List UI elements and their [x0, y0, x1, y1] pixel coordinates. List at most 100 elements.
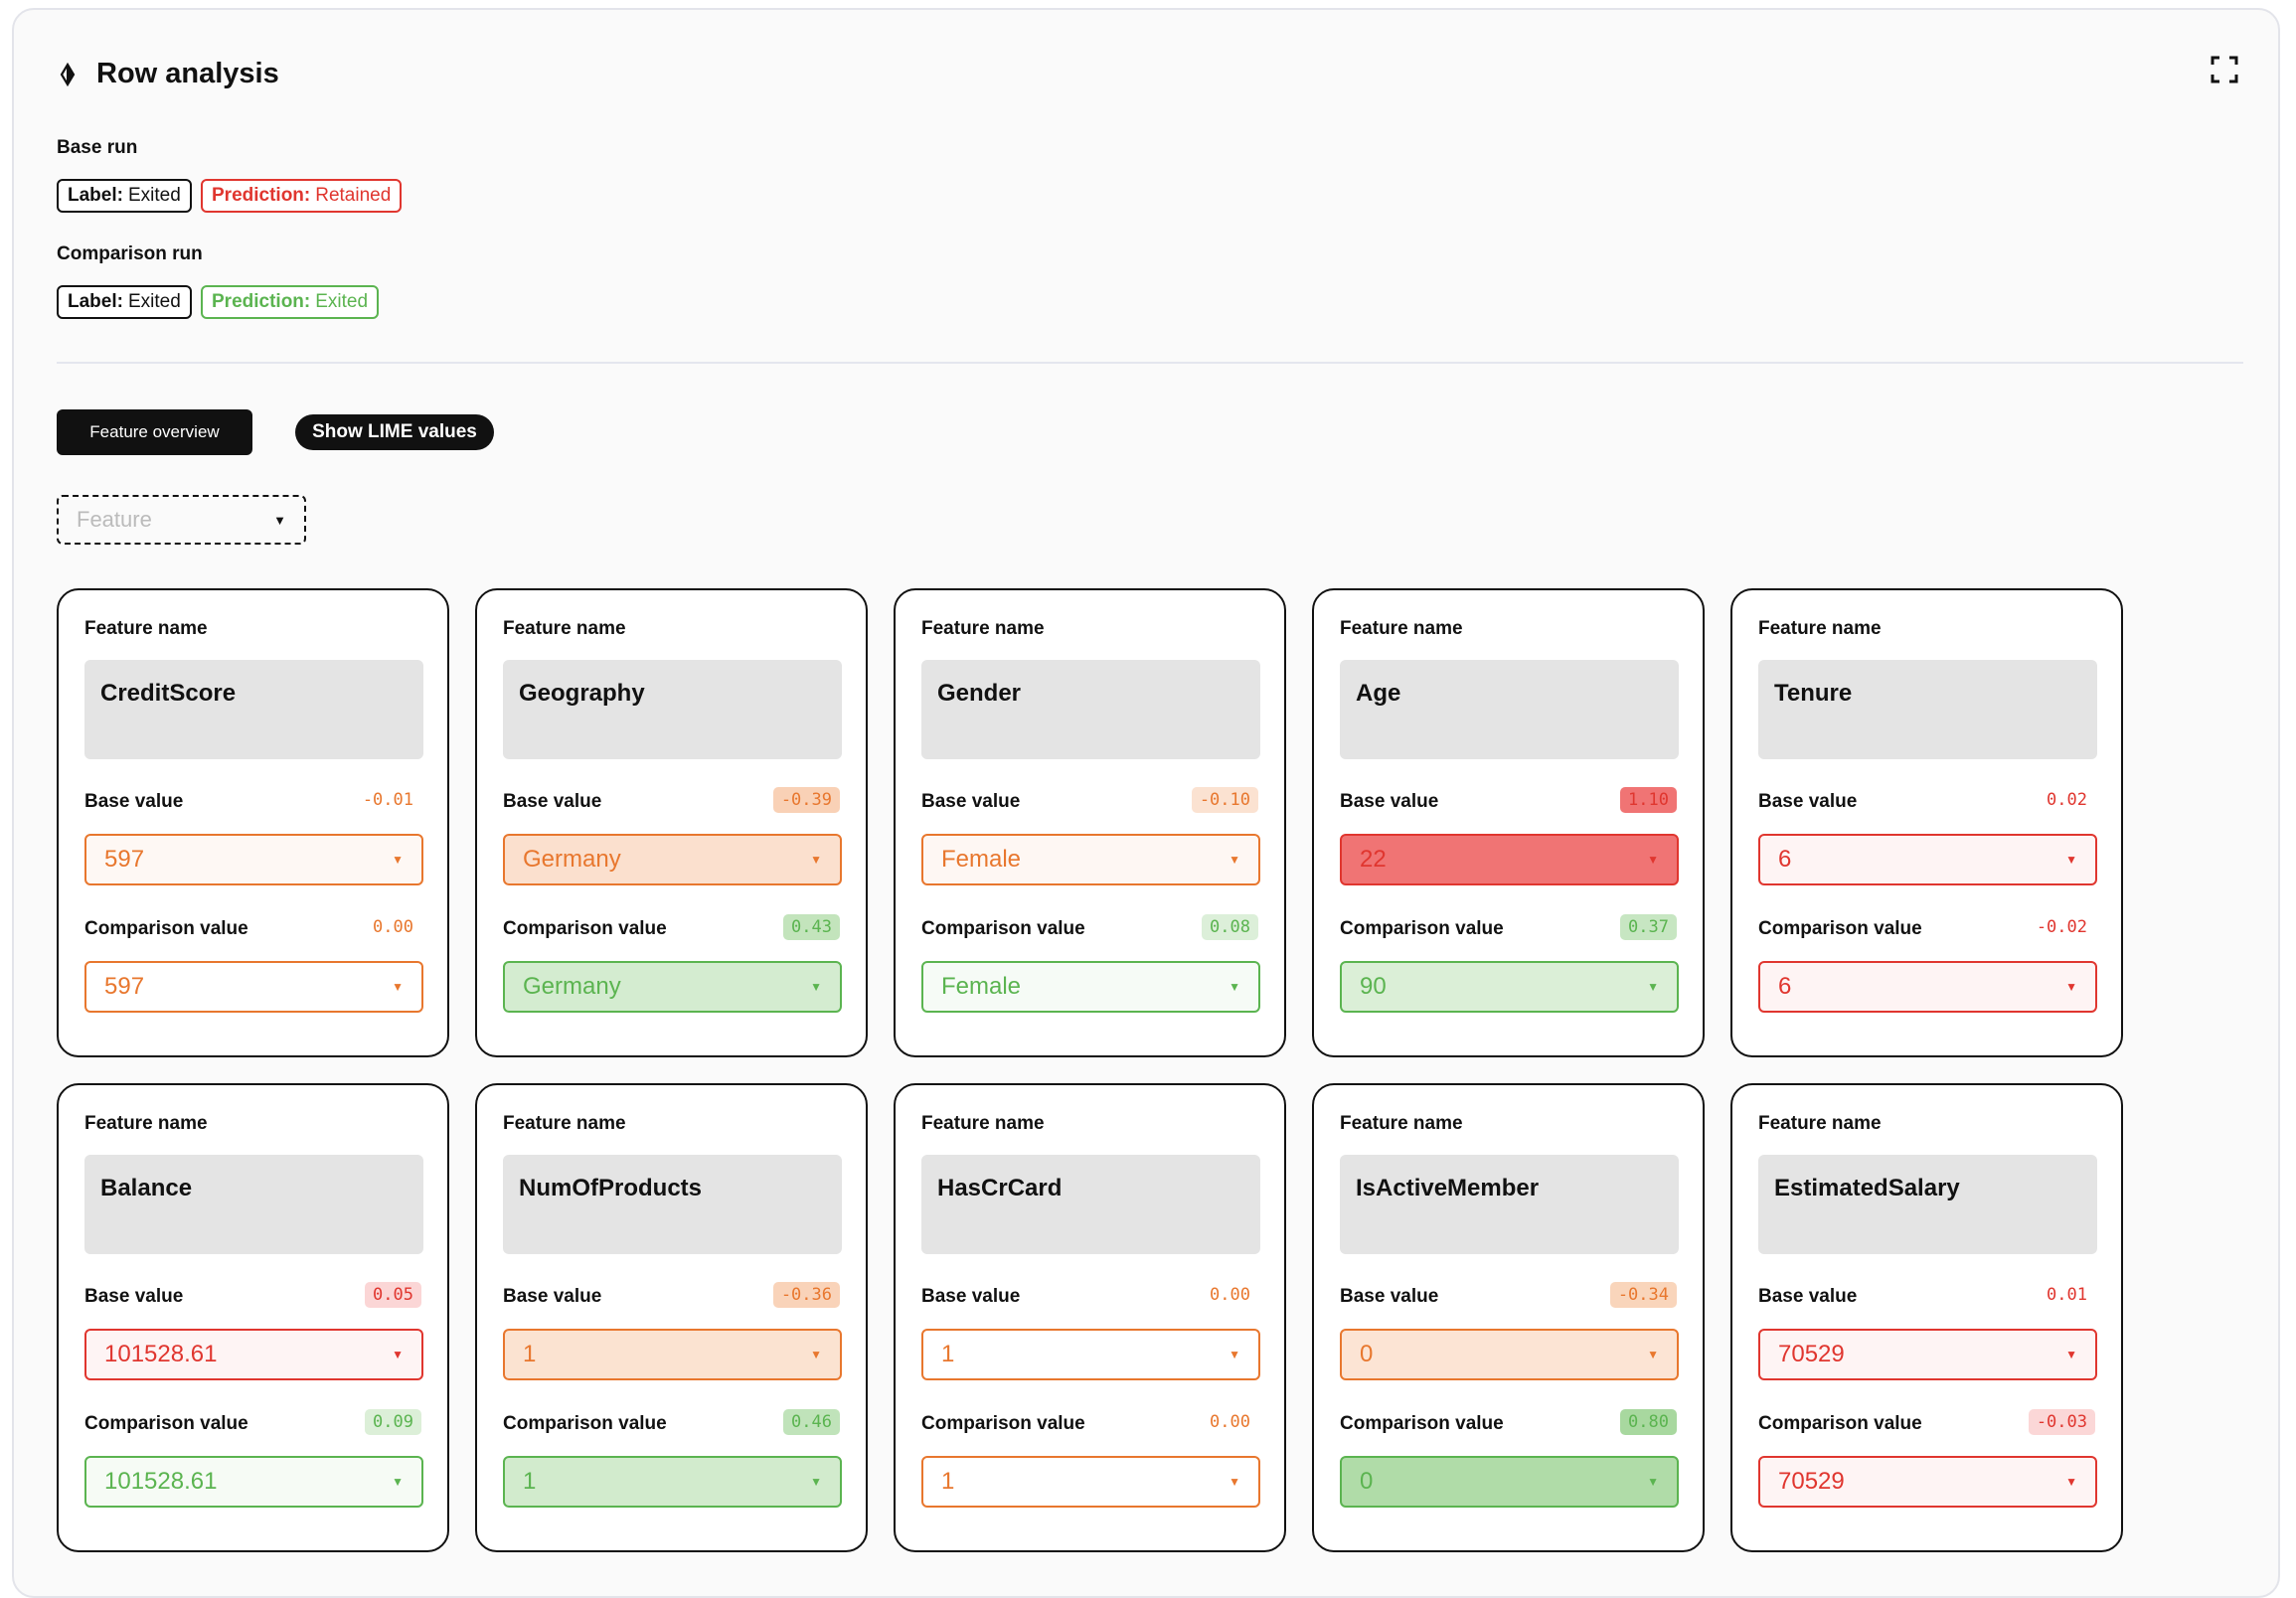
feature-select-placeholder: Feature	[77, 507, 152, 532]
base-value-select[interactable]: Germany ▼	[503, 834, 842, 885]
comparison-value-select[interactable]: 1 ▼	[503, 1456, 842, 1508]
feature-name-value: NumOfProducts	[503, 1155, 842, 1254]
comparison-value-select[interactable]: 597 ▼	[84, 961, 423, 1013]
base-lime-score: -0.39	[772, 787, 840, 813]
row-analysis-panel: Row analysis Base run Label: Exited Pred…	[12, 8, 2280, 1598]
feature-card-age: Feature name Age Base value 1.10 22 ▼ Co…	[1312, 588, 1705, 1057]
base-label-value: Exited	[127, 185, 181, 206]
expand-icon[interactable]	[2211, 56, 2238, 83]
comparison-value-text: 70529	[1778, 1468, 1845, 1495]
comparison-label-value: Exited	[127, 291, 181, 312]
show-lime-values-button[interactable]: Show LIME values	[295, 414, 494, 450]
feature-name-label: Feature name	[84, 1113, 208, 1134]
panel-header: Row analysis	[59, 58, 279, 90]
chevron-down-icon: ▼	[1229, 1348, 1240, 1361]
base-value-text: 597	[104, 846, 145, 873]
feature-name-value: IsActiveMember	[1340, 1155, 1679, 1254]
comparison-value-select[interactable]: 70529 ▼	[1758, 1456, 2097, 1508]
base-value-label: Base value	[1758, 791, 1858, 812]
feature-card-geography: Feature name Geography Base value -0.39 …	[475, 588, 868, 1057]
base-lime-score: 0.00	[1210, 1285, 1250, 1305]
chevron-down-icon: ▼	[273, 512, 286, 528]
comparison-prediction-key: Prediction:	[212, 291, 311, 312]
comparison-value-text: 597	[104, 973, 145, 1000]
base-prediction-badge: Prediction: Retained	[201, 179, 403, 213]
base-prediction-value: Retained	[315, 185, 392, 206]
comparison-lime-score: 0.80	[1620, 1409, 1677, 1435]
base-lime-score: -0.01	[362, 790, 413, 810]
feature-overview-button[interactable]: Feature overview	[57, 409, 252, 455]
chevron-down-icon: ▼	[2065, 980, 2077, 994]
base-value-select[interactable]: 1 ▼	[503, 1329, 842, 1380]
chevron-down-icon: ▼	[392, 980, 404, 994]
comparison-run-title: Comparison run	[57, 243, 203, 264]
comparison-value-label: Comparison value	[1758, 918, 1922, 939]
chevron-down-icon: ▼	[2065, 853, 2077, 867]
comparison-value-text: 6	[1778, 973, 1792, 1000]
page-title: Row analysis	[96, 58, 279, 89]
feature-name-value: Tenure	[1758, 660, 2097, 759]
base-value-select[interactable]: Female ▼	[921, 834, 1260, 885]
feature-name-label: Feature name	[503, 618, 626, 639]
comparison-lime-score: -0.03	[2028, 1409, 2095, 1435]
comparison-value-text: 101528.61	[104, 1468, 218, 1495]
chevron-down-icon: ▼	[392, 1475, 404, 1489]
base-lime-score: -0.10	[1191, 787, 1258, 813]
comparison-value-label: Comparison value	[1758, 1413, 1922, 1434]
feature-name-label: Feature name	[503, 1113, 626, 1134]
feature-name-label: Feature name	[921, 618, 1045, 639]
base-value-text: 1	[941, 1341, 955, 1367]
base-value-select[interactable]: 22 ▼	[1340, 834, 1679, 885]
comparison-value-select[interactable]: 90 ▼	[1340, 961, 1679, 1013]
base-value-select[interactable]: 70529 ▼	[1758, 1329, 2097, 1380]
feature-name-value: Age	[1340, 660, 1679, 759]
base-label-key: Label:	[68, 185, 123, 206]
base-value-select[interactable]: 101528.61 ▼	[84, 1329, 423, 1380]
base-value-select[interactable]: 6 ▼	[1758, 834, 2097, 885]
comparison-value-select[interactable]: Female ▼	[921, 961, 1260, 1013]
base-label-badge: Label: Exited	[57, 179, 192, 213]
base-value-label: Base value	[1340, 1286, 1439, 1307]
base-value-label: Base value	[84, 791, 184, 812]
chevron-down-icon: ▼	[1647, 853, 1659, 867]
comparison-prediction-value: Exited	[315, 291, 369, 312]
comparison-value-select[interactable]: Germany ▼	[503, 961, 842, 1013]
feature-name-label: Feature name	[1340, 618, 1463, 639]
comparison-lime-score: 0.00	[1210, 1412, 1250, 1432]
base-value-text: 22	[1360, 846, 1387, 873]
base-value-select[interactable]: 0 ▼	[1340, 1329, 1679, 1380]
chevron-down-icon: ▼	[1229, 853, 1240, 867]
feature-name-value: HasCrCard	[921, 1155, 1260, 1254]
comparison-lime-score: 0.37	[1620, 914, 1677, 940]
chevron-down-icon: ▼	[1229, 980, 1240, 994]
comparison-value-label: Comparison value	[921, 918, 1085, 939]
feature-select[interactable]: Feature ▼	[57, 495, 306, 545]
chevron-down-icon: ▼	[392, 1348, 404, 1361]
chevron-down-icon: ▼	[810, 1348, 822, 1361]
chevron-down-icon: ▼	[1229, 1475, 1240, 1489]
base-value-label: Base value	[1758, 1286, 1858, 1307]
comparison-value-select[interactable]: 101528.61 ▼	[84, 1456, 423, 1508]
chevron-down-icon: ▼	[1647, 1475, 1659, 1489]
feature-card-gender: Feature name Gender Base value -0.10 Fem…	[894, 588, 1286, 1057]
comparison-value-select[interactable]: 1 ▼	[921, 1456, 1260, 1508]
comparison-lime-score: 0.08	[1202, 914, 1258, 940]
feature-name-label: Feature name	[1340, 1113, 1463, 1134]
feature-card-estimatedsalary: Feature name EstimatedSalary Base value …	[1730, 1083, 2123, 1552]
diamond-pin-icon	[60, 62, 76, 86]
comparison-value-label: Comparison value	[921, 1413, 1085, 1434]
comparison-value-select[interactable]: 6 ▼	[1758, 961, 2097, 1013]
base-lime-score: 0.02	[2047, 790, 2087, 810]
section-divider	[57, 362, 2243, 364]
feature-name-label: Feature name	[1758, 618, 1882, 639]
base-value-select[interactable]: 1 ▼	[921, 1329, 1260, 1380]
comparison-value-select[interactable]: 0 ▼	[1340, 1456, 1679, 1508]
chevron-down-icon: ▼	[1647, 980, 1659, 994]
comparison-value-text: 1	[941, 1468, 955, 1495]
base-value-select[interactable]: 597 ▼	[84, 834, 423, 885]
feature-card-isactivemember: Feature name IsActiveMember Base value -…	[1312, 1083, 1705, 1552]
feature-card-tenure: Feature name Tenure Base value 0.02 6 ▼ …	[1730, 588, 2123, 1057]
base-lime-score: 1.10	[1620, 787, 1677, 813]
feature-card-balance: Feature name Balance Base value 0.05 101…	[57, 1083, 449, 1552]
comparison-value-text: Female	[941, 973, 1022, 1000]
